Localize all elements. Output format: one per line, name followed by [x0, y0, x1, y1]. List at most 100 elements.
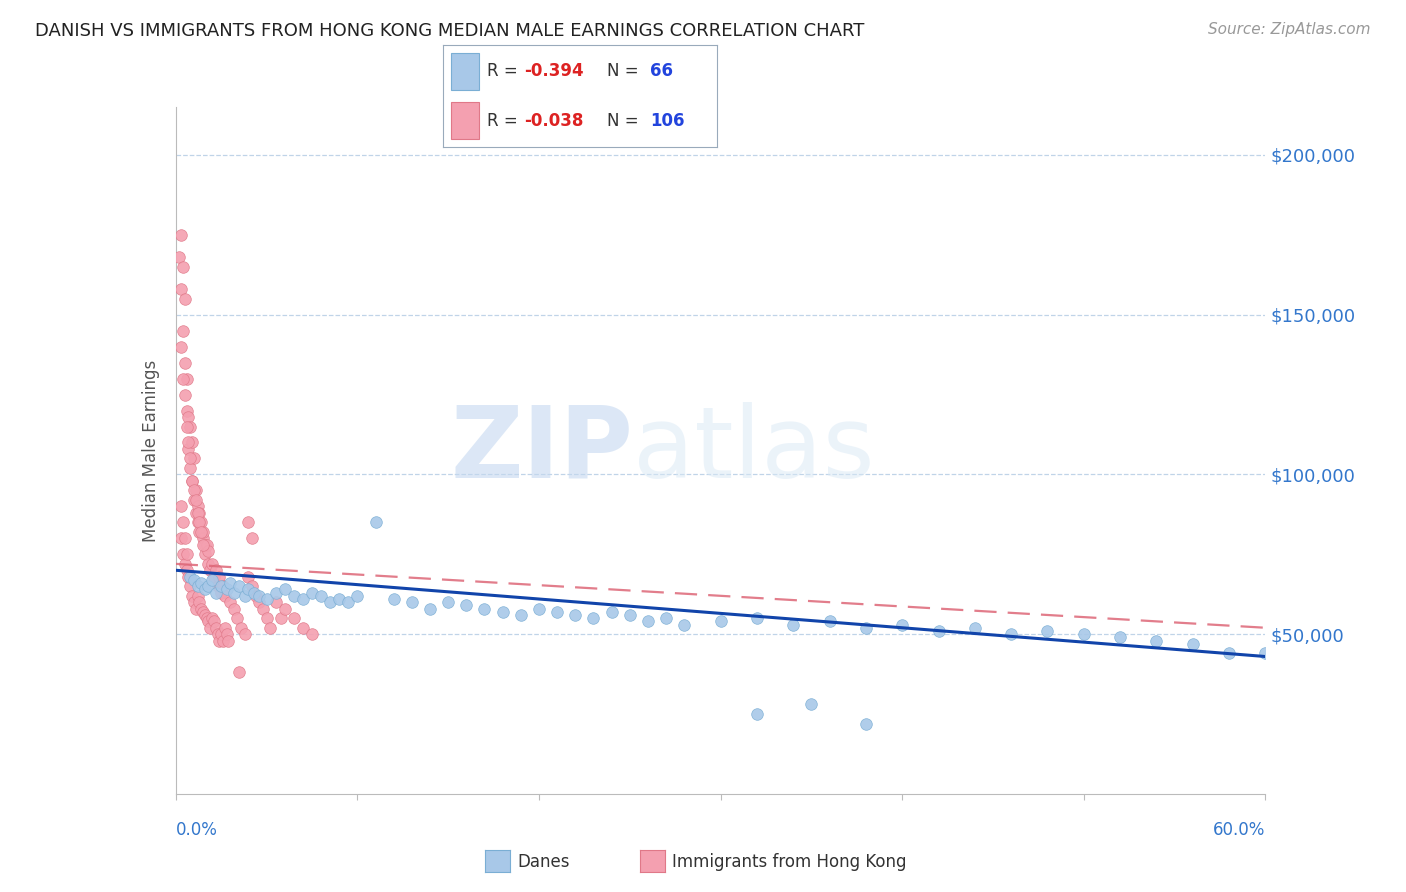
Point — [1109, 631, 1132, 645]
Point — [1146, 633, 1168, 648]
Point — [337, 595, 360, 609]
Point — [173, 531, 195, 545]
Point — [1218, 646, 1240, 660]
Point — [291, 592, 314, 607]
Point — [176, 371, 198, 385]
Point — [208, 569, 231, 583]
Point — [247, 589, 270, 603]
Point — [176, 563, 198, 577]
Point — [474, 601, 496, 615]
Point — [782, 617, 804, 632]
Point — [170, 531, 193, 545]
Point — [215, 627, 238, 641]
Point — [745, 706, 768, 721]
Point — [179, 451, 201, 466]
Point — [195, 538, 218, 552]
Point — [176, 547, 198, 561]
Point — [217, 633, 239, 648]
Point — [197, 579, 219, 593]
Point — [183, 595, 205, 609]
Text: Immigrants from Hong Kong: Immigrants from Hong Kong — [672, 853, 907, 871]
Point — [1073, 627, 1095, 641]
Point — [177, 409, 200, 424]
Point — [170, 282, 193, 296]
Text: ZIP: ZIP — [450, 402, 633, 499]
Point — [238, 516, 260, 530]
Point — [252, 601, 274, 615]
Point — [637, 615, 659, 629]
Point — [186, 500, 209, 514]
Point — [201, 557, 224, 571]
Point — [201, 573, 224, 587]
Point — [177, 442, 200, 456]
Point — [619, 607, 641, 622]
Point — [172, 260, 194, 274]
Text: 66: 66 — [650, 62, 673, 79]
Point — [172, 516, 194, 530]
Text: 106: 106 — [650, 112, 685, 129]
Point — [186, 506, 209, 520]
Point — [183, 483, 205, 498]
Text: Danes: Danes — [517, 853, 569, 871]
Point — [231, 621, 253, 635]
Point — [855, 621, 877, 635]
Point — [169, 250, 191, 264]
Point — [243, 585, 266, 599]
Point — [283, 611, 305, 625]
Point — [364, 516, 387, 530]
Point — [172, 324, 194, 338]
Point — [186, 589, 209, 603]
Point — [179, 579, 201, 593]
Point — [800, 698, 823, 712]
Point — [222, 601, 245, 615]
Point — [201, 611, 224, 625]
Point — [527, 601, 550, 615]
Point — [173, 557, 195, 571]
Point — [173, 292, 195, 306]
Point — [181, 474, 204, 488]
Point — [301, 627, 323, 641]
Point — [197, 544, 219, 558]
Point — [710, 615, 733, 629]
Point — [190, 576, 212, 591]
Point — [855, 716, 877, 731]
Point — [184, 601, 207, 615]
Point — [256, 611, 278, 625]
Point — [177, 435, 200, 450]
Point — [328, 592, 350, 607]
Text: DANISH VS IMMIGRANTS FROM HONG KONG MEDIAN MALE EARNINGS CORRELATION CHART: DANISH VS IMMIGRANTS FROM HONG KONG MEDI… — [35, 22, 865, 40]
Point — [264, 585, 287, 599]
Text: atlas: atlas — [633, 402, 875, 499]
Point — [202, 569, 225, 583]
Point — [582, 611, 605, 625]
Point — [183, 573, 205, 587]
Point — [202, 615, 225, 629]
Point — [264, 595, 287, 609]
Point — [319, 595, 342, 609]
Point — [291, 621, 314, 635]
Point — [245, 589, 267, 603]
Point — [184, 506, 207, 520]
Point — [818, 615, 841, 629]
Point — [200, 563, 222, 577]
Text: R =: R = — [486, 112, 523, 129]
Point — [191, 605, 214, 619]
Point — [179, 419, 201, 434]
Point — [238, 569, 260, 583]
Point — [546, 605, 568, 619]
Point — [492, 605, 515, 619]
Point — [179, 569, 201, 583]
Point — [190, 601, 212, 615]
Point — [181, 474, 204, 488]
Point — [247, 595, 270, 609]
Text: Source: ZipAtlas.com: Source: ZipAtlas.com — [1208, 22, 1371, 37]
Point — [1181, 637, 1204, 651]
Point — [437, 595, 460, 609]
Point — [509, 607, 531, 622]
Text: 60.0%: 60.0% — [1213, 822, 1265, 839]
Point — [228, 579, 250, 593]
Point — [208, 633, 231, 648]
Point — [238, 582, 260, 597]
Point — [963, 621, 986, 635]
Point — [928, 624, 950, 638]
